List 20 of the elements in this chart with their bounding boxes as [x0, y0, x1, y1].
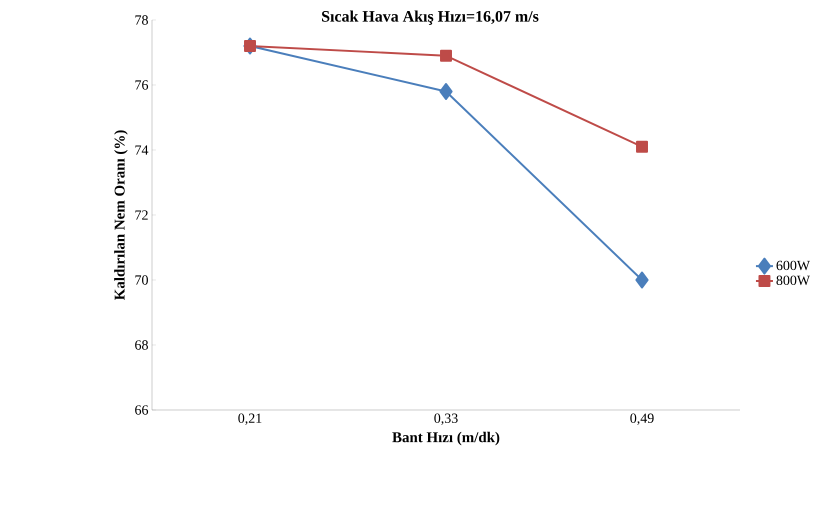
legend-label: 800W: [776, 276, 810, 286]
y-tick-label: 74: [135, 145, 148, 155]
y-tick-label: 72: [135, 210, 148, 220]
y-axis-title: Kaldırılan Nem Oranı (%): [114, 130, 128, 300]
x-tick-label: 0,33: [434, 414, 458, 425]
x-tick-label: 0,21: [238, 414, 262, 425]
y-tick-label: 68: [135, 340, 148, 350]
point: [635, 272, 649, 288]
point: [636, 140, 648, 153]
point: [439, 83, 453, 100]
y-tick-label: 78: [135, 15, 148, 25]
y-tick-label: 66: [135, 405, 148, 415]
point: [440, 50, 452, 62]
y-tick-label: 70: [135, 275, 148, 285]
legend-label: 600W: [776, 260, 810, 270]
point: [244, 40, 256, 52]
x-tick-label: 0,49: [630, 414, 654, 425]
y-tick-label: 76: [135, 80, 148, 90]
chart-title: Sıcak Hava Akış Hızı=16,07 m/s: [322, 10, 538, 25]
x-axis-title: Bant Hızı (m/dk): [392, 432, 500, 446]
